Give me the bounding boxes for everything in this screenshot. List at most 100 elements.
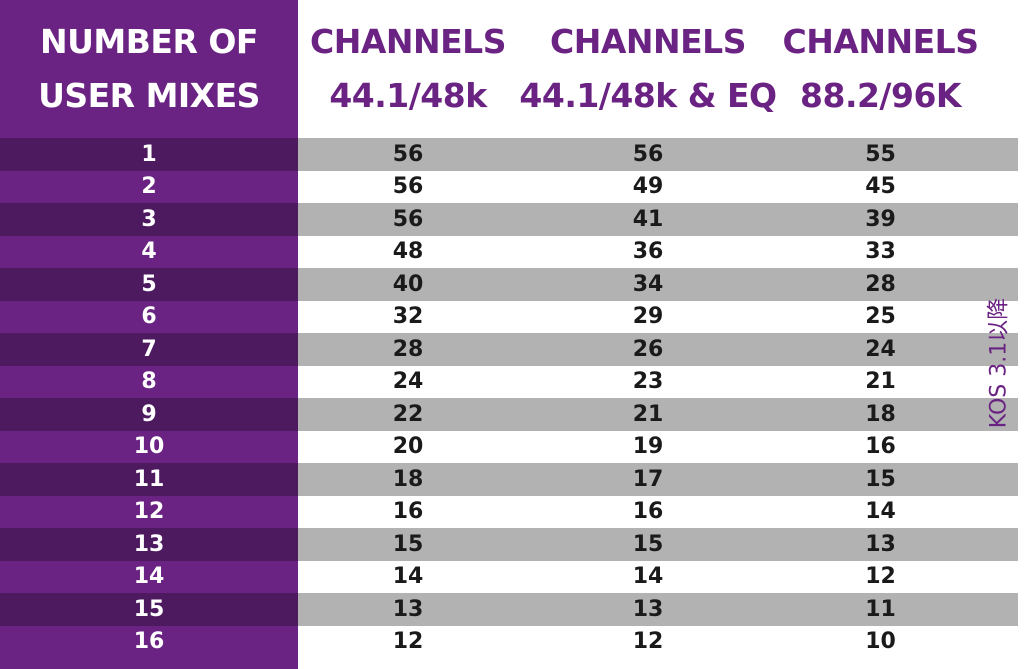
table-row: 5 40 34 28	[0, 268, 1024, 301]
row-band	[298, 268, 1018, 301]
channels-44-48-cell: 22	[392, 401, 424, 427]
user-mixes-cell: 16	[0, 625, 298, 658]
table-row: 7 28 26 24	[0, 333, 1024, 366]
row-band	[298, 300, 1018, 333]
user-mixes-cell: 12	[0, 495, 298, 528]
channels-44-48-cell: 14	[392, 564, 424, 590]
row-band	[298, 528, 1018, 561]
channels-44-48-eq-cell: 36	[632, 239, 664, 265]
channels-44-48-eq-header: CHANNELS 44.1/48k & EQ	[518, 0, 778, 138]
channels-88-96-cell: 12	[865, 564, 896, 590]
row-band	[298, 203, 1018, 236]
table-row: 15 13 13 11	[0, 593, 1024, 626]
table-row: 13 15 15 13	[0, 528, 1024, 561]
channels-88-96-cell: 28	[865, 271, 896, 297]
row-band	[298, 138, 1018, 171]
channels-44-48-cell: 18	[392, 466, 424, 492]
channels-44-48-cell: 48	[392, 239, 424, 265]
user-mixes-cell: 11	[0, 463, 298, 496]
channels-88-96-cell: 10	[865, 629, 896, 655]
table-row: 4 48 36 33	[0, 235, 1024, 268]
channels-44-48-eq-cell: 21	[632, 401, 664, 427]
table-row: 14 14 14 12	[0, 560, 1024, 593]
channels-88-96-cell: 21	[865, 369, 896, 395]
table-row: 16 12 12 10	[0, 625, 1024, 658]
user-mixes-cell: 3	[0, 203, 298, 236]
row-band	[298, 365, 1018, 398]
channels-44-48-eq-cell: 26	[632, 336, 664, 362]
channels-44-48-cell: 12	[392, 629, 424, 655]
channels-44-48-cell: 56	[392, 206, 424, 232]
channels-44-48-cell: 16	[392, 499, 424, 525]
table-row: 12 16 16 14	[0, 495, 1024, 528]
row-band	[298, 430, 1018, 463]
channels-44-48-cell: 32	[392, 304, 424, 330]
channels-44-48-eq-cell: 16	[632, 499, 664, 525]
channels-88-96-header-line2: 88.2/96K	[800, 76, 961, 115]
user-mixes-cell: 15	[0, 593, 298, 626]
channels-44-48-eq-cell: 23	[632, 369, 664, 395]
channels-44-48-eq-cell: 14	[632, 564, 664, 590]
user-mixes-header-line2: USER MIXES	[38, 76, 260, 115]
user-mixes-header-line1: NUMBER OF	[40, 22, 258, 61]
user-mixes-cell: 7	[0, 333, 298, 366]
user-mixes-cell: 14	[0, 560, 298, 593]
user-mixes-cell: 9	[0, 398, 298, 431]
user-mixes-cell: 8	[0, 365, 298, 398]
table-row: 3 56 41 39	[0, 203, 1024, 236]
channels-44-48-header-line1: CHANNELS	[310, 22, 506, 61]
channels-44-48-eq-cell: 12	[632, 629, 664, 655]
channels-88-96-cell: 18	[865, 401, 896, 427]
row-band	[298, 235, 1018, 268]
firmware-note: KOS 3.1以降	[981, 278, 1011, 448]
user-mixes-cell: 1	[0, 138, 298, 171]
channels-88-96-cell: 39	[865, 206, 896, 232]
row-band	[298, 170, 1018, 203]
table-row: 11 18 17 15	[0, 463, 1024, 496]
channels-88-96-cell: 33	[865, 239, 896, 265]
row-band	[298, 625, 1018, 658]
row-band	[298, 495, 1018, 528]
table-row: 9 22 21 18	[0, 398, 1024, 431]
table-row: 2 56 49 45	[0, 170, 1024, 203]
channels-44-48-eq-cell: 29	[632, 304, 664, 330]
channels-88-96-cell: 55	[865, 141, 896, 167]
channels-88-96-cell: 11	[865, 596, 896, 622]
table-body: 1 56 56 55 2 56 49 45 3 56 41 39 4 48 36 33 5 40 34 28 …	[0, 138, 1024, 658]
table-row: 8 24 23 21	[0, 365, 1024, 398]
channels-44-48-eq-cell: 13	[632, 596, 664, 622]
table-row: 1 56 56 55	[0, 138, 1024, 171]
channels-44-48-cell: 28	[392, 336, 424, 362]
channels-44-48-eq-cell: 15	[632, 531, 664, 557]
user-mixes-cell: 5	[0, 268, 298, 301]
channels-88-96-cell: 25	[865, 304, 896, 330]
channels-44-48-eq-cell: 19	[632, 434, 664, 460]
user-mixes-cell: 13	[0, 528, 298, 561]
firmware-note-text: KOS 3.1以降	[986, 297, 1011, 429]
channels-44-48-cell: 13	[392, 596, 424, 622]
channels-88-96-cell: 15	[865, 466, 896, 492]
user-mixes-header: NUMBER OF USER MIXES	[0, 0, 298, 138]
row-band	[298, 333, 1018, 366]
user-mixes-cell: 6	[0, 300, 298, 333]
channels-44-48-cell: 15	[392, 531, 424, 557]
channels-44-48-cell: 56	[392, 174, 424, 200]
channels-88-96-cell: 13	[865, 531, 896, 557]
row-band	[298, 398, 1018, 431]
channels-44-48-header: CHANNELS 44.1/48k	[298, 0, 518, 138]
user-mixes-cell: 10	[0, 430, 298, 463]
channels-44-48-cell: 24	[392, 369, 424, 395]
user-mixes-cell: 4	[0, 235, 298, 268]
channels-44-48-eq-header-line2: 44.1/48k & EQ	[519, 76, 777, 115]
channels-44-48-eq-cell: 49	[632, 174, 664, 200]
channels-44-48-eq-cell: 41	[632, 206, 664, 232]
row-band	[298, 560, 1018, 593]
channels-88-96-header-line1: CHANNELS	[782, 22, 979, 61]
row-band	[298, 463, 1018, 496]
table-row: 6 32 29 25	[0, 300, 1024, 333]
channels-88-96-cell: 14	[865, 499, 896, 525]
table-row: 10 20 19 16	[0, 430, 1024, 463]
channels-44-48-header-line2: 44.1/48k	[329, 76, 487, 115]
channels-44-48-eq-cell: 17	[632, 466, 664, 492]
